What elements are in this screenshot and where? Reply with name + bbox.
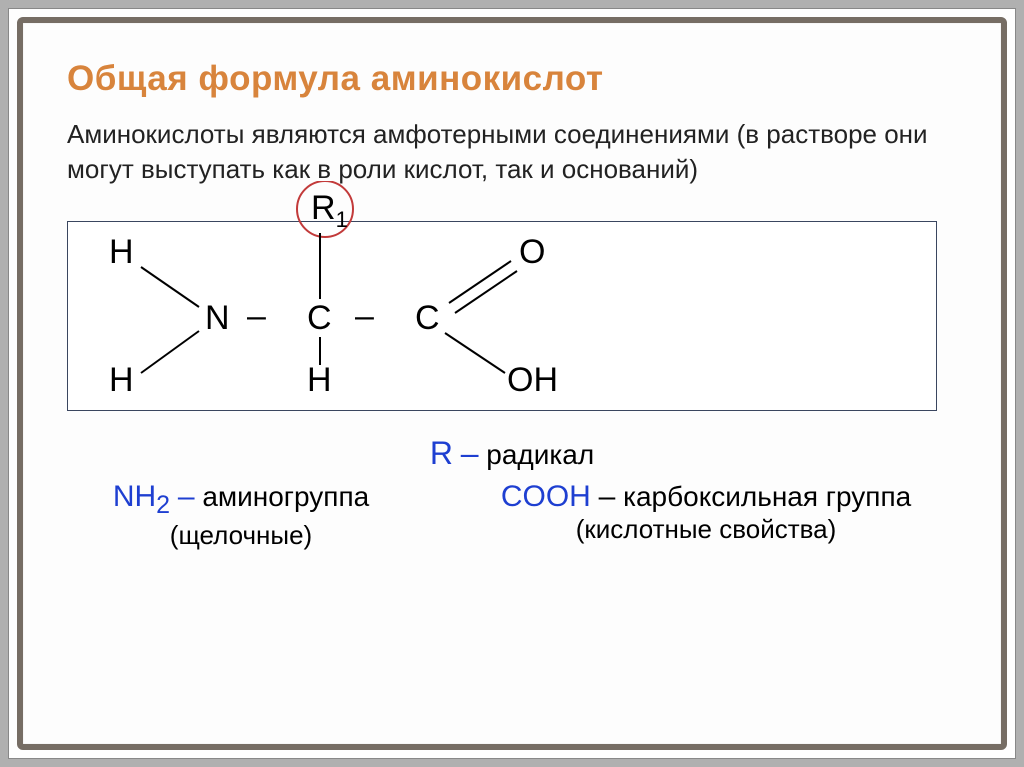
amino-symbol: NH2 [113, 480, 170, 513]
amino-label: аминогруппа [202, 481, 369, 512]
atom-R: R1 [311, 189, 348, 232]
atom-OH: OH [507, 361, 558, 399]
captions: R – радикал NH2 – аминогруппа (щелочные)… [67, 435, 957, 551]
atom-H-top: H [109, 233, 134, 271]
bond-C-C: – [355, 297, 374, 335]
caption-amino: NH2 – аминогруппа (щелочные) [113, 480, 369, 551]
caption-radical: R – радикал [67, 435, 957, 472]
bond-H-N-bot [141, 331, 199, 373]
bond-N-C: – [247, 297, 266, 335]
radical-dash: – [461, 435, 479, 471]
atom-C1: C [307, 299, 332, 337]
bond-C-OH [445, 333, 505, 373]
bond-H-N-top [141, 267, 199, 307]
carboxyl-note: (кислотные свойства) [501, 514, 911, 545]
formula-area: R1 H H N – C – C H O OH [67, 221, 957, 411]
radical-label: радикал [486, 439, 594, 470]
formula-svg: R1 H H N – C – C H O OH [67, 181, 937, 421]
amino-note: (щелочные) [113, 520, 369, 551]
radical-symbol: R [430, 435, 453, 471]
atom-N: N [205, 299, 230, 337]
carboxyl-symbol: COOH [501, 480, 591, 513]
carboxyl-dash: – [599, 480, 616, 513]
atom-C2: C [415, 299, 440, 337]
carboxyl-label: карбоксильная группа [623, 481, 911, 512]
atom-H-mid: H [307, 361, 332, 399]
intro-paragraph: Аминокислоты являются амфотерными соедин… [67, 117, 957, 187]
amino-dash: – [178, 480, 195, 513]
atom-O: O [519, 233, 545, 271]
slide-outer: Общая формула аминокислот Аминокислоты я… [8, 8, 1016, 759]
caption-carboxyl: COOH – карбоксильная группа (кислотные с… [501, 480, 911, 551]
slide-frame: Общая формула аминокислот Аминокислоты я… [17, 17, 1007, 750]
slide-title: Общая формула аминокислот [67, 59, 957, 99]
atom-H-bot: H [109, 361, 134, 399]
